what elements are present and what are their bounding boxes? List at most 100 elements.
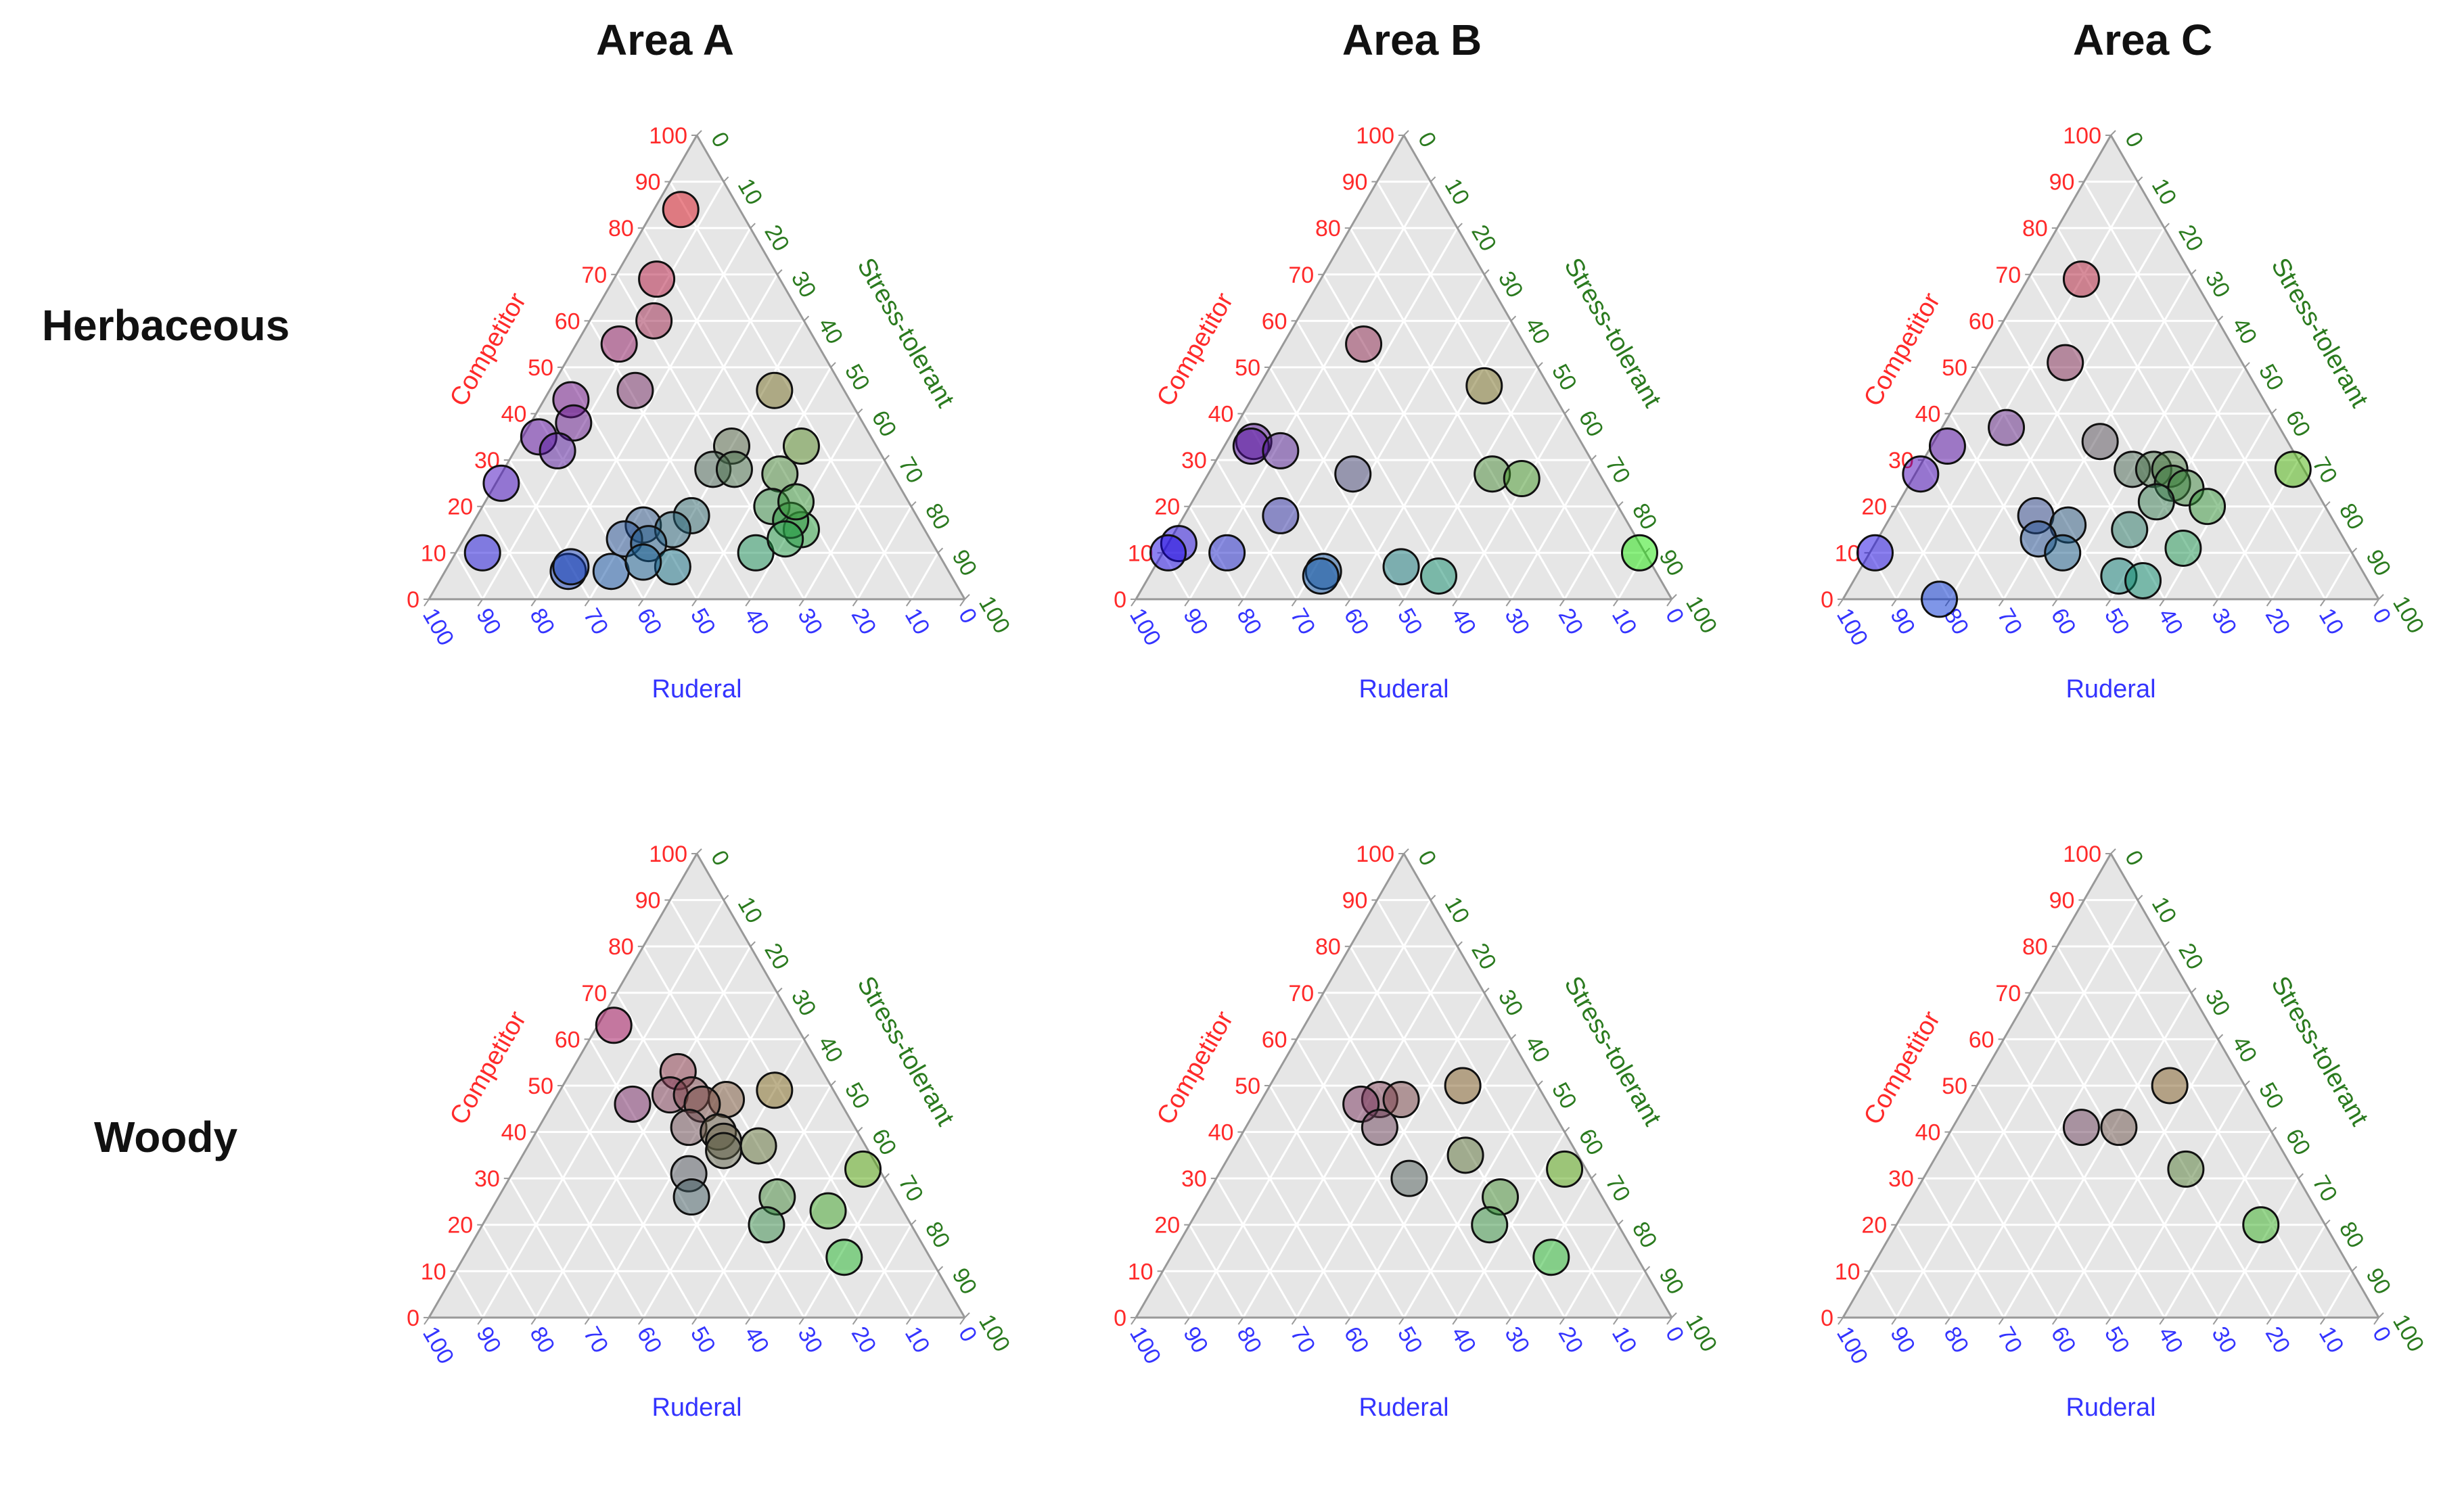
tick-label-ruderal: 40 <box>1446 604 1481 639</box>
tick-label-competitor: 40 <box>1915 402 1941 427</box>
tick-ruderal <box>1184 599 1191 607</box>
tick-ruderal <box>1344 599 1351 607</box>
data-point <box>1382 548 1420 586</box>
tick-label-competitor: 70 <box>1288 262 1314 288</box>
tick-ruderal <box>1612 599 1619 607</box>
tick-stress <box>777 269 783 275</box>
tick-ruderal <box>637 1317 644 1325</box>
tick-ruderal <box>905 1317 912 1325</box>
tick-stress <box>1510 1034 1517 1040</box>
tick-ruderal <box>1398 599 1405 607</box>
tick-label-ruderal: 100 <box>1124 604 1166 650</box>
tick-ruderal <box>1184 1317 1191 1325</box>
tick-label-ruderal: 80 <box>524 604 560 639</box>
tick-label-competitor: 60 <box>1969 1027 1994 1053</box>
tick-label-stress: 40 <box>2227 1032 2262 1067</box>
data-point <box>1532 1239 1570 1276</box>
data-point <box>482 464 520 502</box>
tick-ruderal <box>2266 1317 2273 1325</box>
grid-line-stress <box>1402 367 1539 600</box>
tick-label-stress: 60 <box>2281 407 2316 442</box>
tick-stress <box>830 362 836 368</box>
tick-ruderal <box>2212 599 2219 607</box>
tick-stress <box>2217 315 2224 322</box>
data-point <box>1208 534 1246 572</box>
data-point <box>1503 460 1541 498</box>
tick-label-ruderal: 30 <box>792 604 827 639</box>
tick-ruderal <box>2266 599 2273 607</box>
tick-label-competitor: 0 <box>1821 1305 1833 1331</box>
tick-label-competitor: 20 <box>1861 1213 1887 1239</box>
tick-ruderal <box>852 599 859 607</box>
data-point <box>767 520 804 558</box>
tick-stress <box>937 547 944 554</box>
grid-line-stress <box>749 1131 859 1318</box>
tick-label-ruderal: 40 <box>739 1322 774 1358</box>
tick-stress <box>2191 988 2197 994</box>
grid-line-stress <box>857 1224 913 1318</box>
tick-label-stress: 50 <box>1547 360 1582 395</box>
tick-stress <box>2351 1266 2358 1272</box>
grid-line-ruderal <box>1922 1178 2005 1318</box>
data-point <box>1361 1109 1398 1147</box>
grid-line-ruderal <box>481 1224 537 1318</box>
tick-label-competitor: 70 <box>581 262 607 288</box>
data-point <box>2111 511 2149 549</box>
tick-ruderal <box>1559 1317 1566 1325</box>
tick-label-ruderal: 70 <box>578 1322 614 1358</box>
tick-label-competitor: 60 <box>1969 308 1994 334</box>
axis-title-stress-tolerant: Stress-tolerant <box>2265 971 2373 1130</box>
tick-ruderal <box>1131 599 1137 607</box>
tick-stress <box>777 988 783 994</box>
row-title-herbaceous: Herbaceous <box>41 301 290 350</box>
tick-label-stress: 50 <box>840 360 875 395</box>
tick-label-competitor: 20 <box>447 1213 473 1239</box>
tick-stress <box>750 941 756 947</box>
tick-stress <box>1591 455 1597 461</box>
tick-stress <box>937 1266 944 1272</box>
data-point <box>748 1206 785 1244</box>
tick-label-competitor: 90 <box>2049 888 2075 914</box>
tick-ruderal <box>2051 1317 2058 1325</box>
tick-ruderal <box>745 599 752 607</box>
tick-label-competitor: 0 <box>1821 587 1833 613</box>
tick-label-competitor: 60 <box>1262 308 1287 334</box>
tick-label-ruderal: 100 <box>1124 1322 1166 1368</box>
tick-ruderal <box>2212 1317 2219 1325</box>
data-point <box>1444 1067 1482 1105</box>
tick-label-stress: 40 <box>1520 1032 1555 1067</box>
data-point <box>2047 344 2084 381</box>
tick-stress <box>2164 223 2170 229</box>
tick-label-stress: 20 <box>2173 221 2208 256</box>
tick-label-ruderal: 90 <box>1885 604 1920 639</box>
tick-label-stress: 70 <box>893 1171 928 1206</box>
grid-line-ruderal <box>1949 1131 2059 1318</box>
tick-label-ruderal: 30 <box>792 1322 827 1358</box>
tick-label-stress: 20 <box>759 939 794 974</box>
grid-line-stress <box>1188 899 1432 1318</box>
grid-line-stress <box>1564 505 1620 600</box>
tick-stress <box>1618 1220 1624 1226</box>
grid-line-ruderal <box>562 1085 698 1318</box>
tick-ruderal <box>530 599 537 607</box>
tick-stress <box>2325 501 2331 507</box>
tick-label-stress: 50 <box>2254 360 2289 395</box>
tick-label-ruderal: 90 <box>471 604 506 639</box>
tick-label-stress: 80 <box>2334 1218 2369 1253</box>
data-point <box>1465 367 1503 404</box>
tick-label-stress: 60 <box>1574 1125 1609 1160</box>
tick-ruderal <box>1944 1317 1951 1325</box>
tick-label-competitor: 100 <box>2063 841 2101 867</box>
tick-label-competitor: 10 <box>421 540 447 566</box>
grid-line-stress <box>2109 1085 2246 1318</box>
grid-line-stress <box>2003 992 2193 1318</box>
data-point <box>2242 1206 2280 1244</box>
tick-label-ruderal: 50 <box>1392 1322 1428 1358</box>
data-point <box>2137 483 2175 521</box>
tick-label-ruderal: 40 <box>2153 604 2188 639</box>
tick-label-stress: 30 <box>2200 267 2235 302</box>
tick-label-stress: 80 <box>1627 499 1662 534</box>
data-point <box>782 427 820 465</box>
tick-ruderal <box>584 599 591 607</box>
